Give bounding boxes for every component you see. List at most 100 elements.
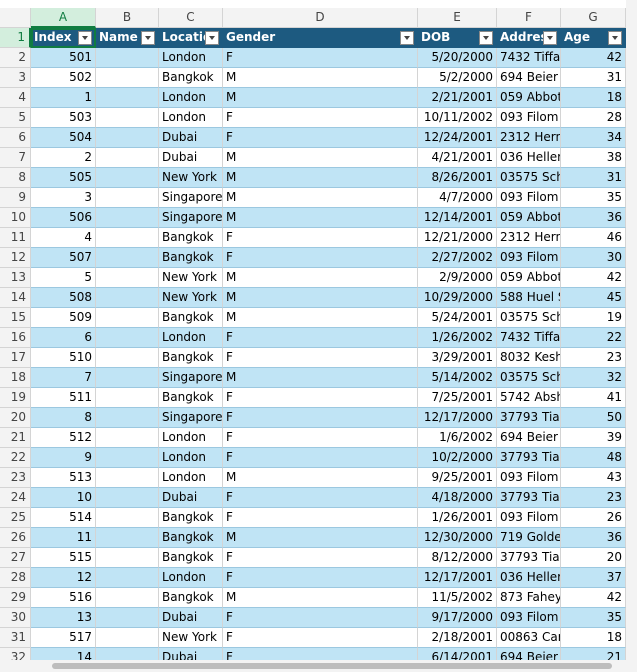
- row-header[interactable]: 12: [0, 248, 31, 268]
- cell[interactable]: F: [223, 48, 418, 68]
- cell[interactable]: 588 Huel S: [497, 288, 561, 308]
- cell[interactable]: 42: [561, 268, 626, 288]
- cell[interactable]: F: [223, 128, 418, 148]
- cell[interactable]: [96, 348, 159, 368]
- cell[interactable]: Bangkok: [159, 228, 223, 248]
- cell[interactable]: 2/9/2000: [418, 268, 497, 288]
- cell[interactable]: 12/17/2000: [418, 408, 497, 428]
- cell[interactable]: [96, 48, 159, 68]
- cell[interactable]: 513: [31, 468, 96, 488]
- cell[interactable]: Singapore: [159, 208, 223, 228]
- cell[interactable]: M: [223, 588, 418, 608]
- cell[interactable]: 32: [561, 368, 626, 388]
- table-header[interactable]: Age: [561, 28, 626, 48]
- cell[interactable]: 4/21/2001: [418, 148, 497, 168]
- filter-button[interactable]: [205, 31, 219, 45]
- cell[interactable]: 42: [561, 48, 626, 68]
- cell[interactable]: 2312 Hern: [497, 128, 561, 148]
- cell[interactable]: 508: [31, 288, 96, 308]
- cell[interactable]: 9: [31, 448, 96, 468]
- cell[interactable]: M: [223, 308, 418, 328]
- cell[interactable]: F: [223, 628, 418, 648]
- cell[interactable]: 5/14/2002: [418, 368, 497, 388]
- cell[interactable]: 5742 Absh: [497, 388, 561, 408]
- cell[interactable]: 1: [31, 88, 96, 108]
- cell[interactable]: 5/20/2000: [418, 48, 497, 68]
- cell[interactable]: 059 Abbot: [497, 88, 561, 108]
- scroll-thumb[interactable]: [52, 663, 612, 669]
- cell[interactable]: London: [159, 448, 223, 468]
- cell[interactable]: [96, 368, 159, 388]
- cell[interactable]: 2/21/2001: [418, 88, 497, 108]
- cell[interactable]: F: [223, 108, 418, 128]
- table-header[interactable]: Index: [31, 28, 96, 48]
- row-header[interactable]: 9: [0, 188, 31, 208]
- cell[interactable]: London: [159, 108, 223, 128]
- cell[interactable]: F: [223, 508, 418, 528]
- cell[interactable]: [96, 568, 159, 588]
- cell[interactable]: New York: [159, 628, 223, 648]
- cell[interactable]: 1/26/2001: [418, 508, 497, 528]
- cell[interactable]: 03575 Sch: [497, 368, 561, 388]
- cell[interactable]: 505: [31, 168, 96, 188]
- filter-button[interactable]: [400, 31, 414, 45]
- cell[interactable]: 37793 Tia: [497, 548, 561, 568]
- row-header[interactable]: 31: [0, 628, 31, 648]
- cell[interactable]: Singapore: [159, 408, 223, 428]
- cell[interactable]: M: [223, 188, 418, 208]
- cell[interactable]: 502: [31, 68, 96, 88]
- cell[interactable]: 37: [561, 568, 626, 588]
- cell[interactable]: 516: [31, 588, 96, 608]
- cell[interactable]: 719 Golde: [497, 528, 561, 548]
- cell[interactable]: 11: [31, 528, 96, 548]
- cell[interactable]: 18: [561, 628, 626, 648]
- row-header[interactable]: 13: [0, 268, 31, 288]
- row-header[interactable]: 5: [0, 108, 31, 128]
- cell[interactable]: 7: [31, 368, 96, 388]
- cell[interactable]: 03575 Sch: [497, 168, 561, 188]
- cell[interactable]: 31: [561, 168, 626, 188]
- filter-button[interactable]: [543, 31, 557, 45]
- cell[interactable]: 13: [31, 608, 96, 628]
- cell[interactable]: 46: [561, 228, 626, 248]
- cell[interactable]: 093 Filom: [497, 468, 561, 488]
- corner[interactable]: [0, 8, 31, 28]
- cell[interactable]: 10/11/2002: [418, 108, 497, 128]
- cell[interactable]: M: [223, 68, 418, 88]
- cell[interactable]: 48: [561, 448, 626, 468]
- cell[interactable]: 20: [561, 548, 626, 568]
- cell[interactable]: [96, 148, 159, 168]
- cell[interactable]: 4: [31, 228, 96, 248]
- cell[interactable]: Dubai: [159, 128, 223, 148]
- cell[interactable]: F: [223, 408, 418, 428]
- cell[interactable]: F: [223, 388, 418, 408]
- cell[interactable]: 10/2/2000: [418, 448, 497, 468]
- cell[interactable]: 517: [31, 628, 96, 648]
- cell[interactable]: 34: [561, 128, 626, 148]
- cell[interactable]: [96, 628, 159, 648]
- cell[interactable]: M: [223, 168, 418, 188]
- cell[interactable]: M: [223, 468, 418, 488]
- cell[interactable]: 036 Heller: [497, 148, 561, 168]
- cell[interactable]: [96, 448, 159, 468]
- cell[interactable]: Singapore: [159, 188, 223, 208]
- cell[interactable]: 5/24/2001: [418, 308, 497, 328]
- cell[interactable]: 5: [31, 268, 96, 288]
- filter-button[interactable]: [608, 31, 622, 45]
- cell[interactable]: 694 Beier: [497, 68, 561, 88]
- cell[interactable]: 22: [561, 328, 626, 348]
- cell[interactable]: 694 Beier: [497, 428, 561, 448]
- cell[interactable]: 36: [561, 208, 626, 228]
- cell[interactable]: 19: [561, 308, 626, 328]
- row-header[interactable]: 26: [0, 528, 31, 548]
- cell[interactable]: 2312 Hern: [497, 228, 561, 248]
- cell[interactable]: 10/29/2000: [418, 288, 497, 308]
- cell[interactable]: 059 Abbot: [497, 268, 561, 288]
- row-header[interactable]: 24: [0, 488, 31, 508]
- cell[interactable]: F: [223, 248, 418, 268]
- row-header[interactable]: 2: [0, 48, 31, 68]
- cell[interactable]: 3: [31, 188, 96, 208]
- cell[interactable]: 28: [561, 108, 626, 128]
- cell[interactable]: 1/26/2002: [418, 328, 497, 348]
- cell[interactable]: 43: [561, 468, 626, 488]
